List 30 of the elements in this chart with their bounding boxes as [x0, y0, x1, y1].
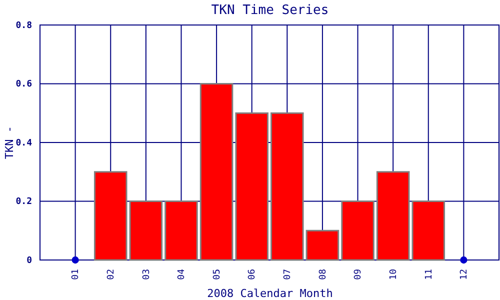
y-tick-label: 0.2 [16, 197, 32, 208]
x-tick-label: 09 [354, 269, 364, 280]
x-tick-label: 01 [71, 269, 82, 280]
x-tick-label: 05 [212, 269, 222, 280]
bar [376, 171, 410, 261]
x-tick-label: 10 [388, 269, 399, 280]
x-tick-label: 07 [283, 269, 294, 280]
bar [235, 112, 268, 261]
bar [164, 200, 198, 261]
x-tick-label: 12 [460, 269, 470, 280]
bar [94, 171, 128, 261]
x-tick-label: 08 [318, 269, 328, 280]
bar [200, 83, 234, 261]
x-tick-label: 04 [177, 269, 188, 280]
y-axis-title: TKN - [3, 126, 16, 160]
x-tick-label: 02 [106, 269, 116, 280]
x-tick-label: 03 [142, 269, 152, 280]
bar [341, 200, 374, 261]
chart-title: TKN Time Series [211, 3, 329, 18]
bar [129, 200, 163, 261]
bar [306, 230, 340, 261]
x-axis-title: 2008 Calendar Month [207, 287, 333, 300]
y-tick-label: 0.4 [16, 138, 33, 148]
x-tick-label: 11 [424, 269, 434, 280]
y-tick-label: 0.8 [16, 20, 32, 31]
bar [270, 112, 304, 261]
y-tick-label: 0.6 [16, 80, 32, 90]
y-tick-label: 0 [26, 256, 32, 266]
x-tick-label: 06 [248, 269, 258, 280]
bar [412, 200, 446, 261]
